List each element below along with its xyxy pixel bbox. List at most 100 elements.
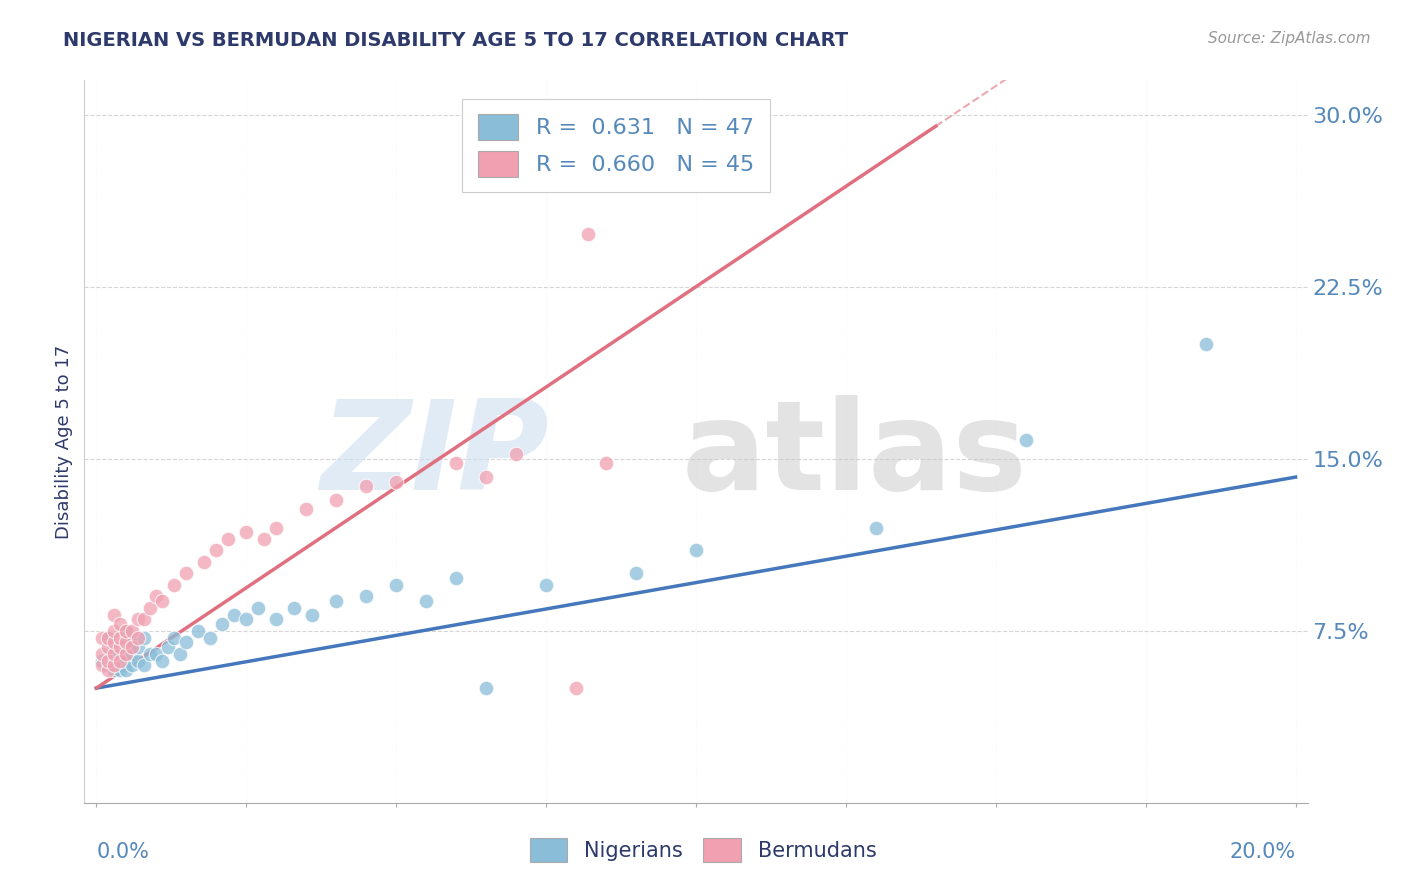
Point [211,616,233,631]
Point [624,566,647,581]
Point [139,647,162,661]
Point [200,631,222,645]
Point [150,594,173,608]
Point [127,631,149,645]
Point [91,658,114,673]
Text: ZIP: ZIP [321,395,550,516]
Point [110,647,132,661]
Point [325,493,347,508]
Point [865,520,887,534]
Point [415,594,437,608]
Point [1015,434,1038,448]
Point [1195,337,1218,351]
Point [91,647,114,661]
Point [115,647,138,661]
Point [193,555,215,569]
Point [127,654,149,668]
Point [685,543,707,558]
Text: 0.0%: 0.0% [97,842,149,862]
Point [103,607,125,622]
Point [115,635,138,649]
Point [264,520,287,534]
Point [115,654,138,668]
Point [145,590,167,604]
Point [134,658,156,673]
Point [139,600,162,615]
Point [121,624,143,638]
Point [157,640,180,654]
Point [150,654,173,668]
Point [475,681,498,695]
Point [115,624,138,638]
Point [110,631,132,645]
Point [115,663,138,677]
Point [444,456,467,470]
Point [97,654,120,668]
Point [235,525,257,540]
Point [91,631,114,645]
Text: atlas: atlas [682,395,1028,516]
Point [253,532,276,546]
Point [354,479,377,493]
Point [174,566,197,581]
Point [565,681,588,695]
Point [534,578,557,592]
Point [576,227,599,241]
Point [325,594,347,608]
Point [134,612,156,626]
Point [475,470,498,484]
Point [145,647,167,661]
Point [115,624,138,638]
Text: NIGERIAN VS BERMUDAN DISABILITY AGE 5 TO 17 CORRELATION CHART: NIGERIAN VS BERMUDAN DISABILITY AGE 5 TO… [63,31,848,50]
Point [103,635,125,649]
Point [121,635,143,649]
Point [354,590,377,604]
Point [295,502,318,516]
Point [505,447,527,461]
Legend: Nigerians, Bermudans: Nigerians, Bermudans [519,828,887,872]
Y-axis label: Disability Age 5 to 17: Disability Age 5 to 17 [55,344,73,539]
Point [235,612,257,626]
Point [103,624,125,638]
Point [110,658,132,673]
Point [103,647,125,661]
Point [385,475,408,489]
Point [121,647,143,661]
Point [97,663,120,677]
Point [110,654,132,668]
Text: 20.0%: 20.0% [1229,842,1295,862]
Point [121,640,143,654]
Point [110,616,132,631]
Point [97,658,120,673]
Point [247,600,270,615]
Point [224,607,246,622]
Point [127,612,149,626]
Point [163,578,186,592]
Point [169,647,191,661]
Point [121,658,143,673]
Point [97,631,120,645]
Point [264,612,287,626]
Point [217,532,239,546]
Point [187,624,209,638]
Point [110,640,132,654]
Point [103,658,125,673]
Point [134,631,156,645]
Point [301,607,323,622]
Point [444,571,467,585]
Legend: R =  0.631   N = 47, R =  0.660   N = 45: R = 0.631 N = 47, R = 0.660 N = 45 [463,99,769,192]
Point [595,456,617,470]
Point [283,600,305,615]
Point [91,654,114,668]
Point [103,647,125,661]
Point [174,635,197,649]
Point [103,663,125,677]
Text: Source: ZipAtlas.com: Source: ZipAtlas.com [1208,31,1371,46]
Point [127,640,149,654]
Point [110,663,132,677]
Point [163,631,186,645]
Point [385,578,408,592]
Point [97,640,120,654]
Point [103,640,125,654]
Point [97,631,120,645]
